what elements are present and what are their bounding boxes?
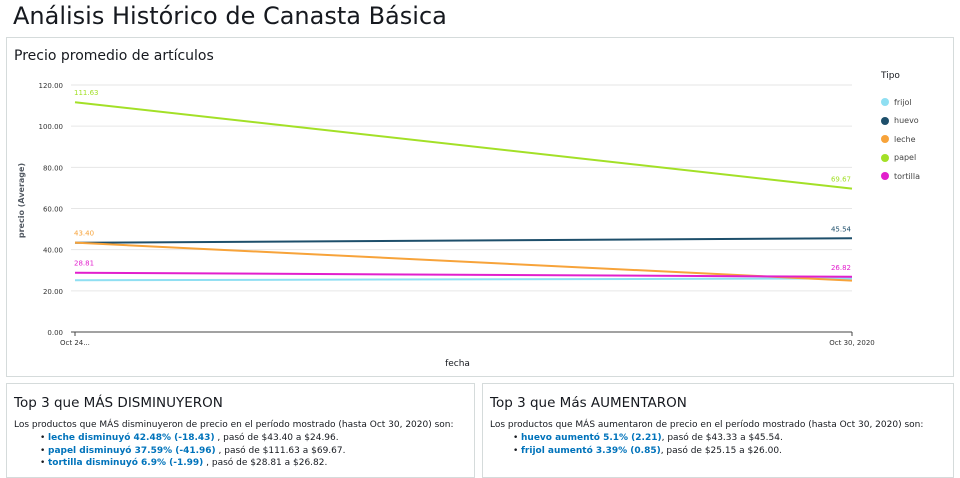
legend-dot-icon <box>881 172 889 181</box>
chart-legend: Tipo frijol huevo leche papel tortilla <box>881 71 920 186</box>
series-line-tortilla <box>74 271 853 278</box>
legend-item-leche[interactable]: leche <box>881 130 920 149</box>
legend-dot-icon <box>881 98 889 107</box>
increased-detail: , pasó de $25.15 a $26.00. <box>660 445 782 456</box>
decreased-list: • leche disminuyó 42.48% (-18.43) , pasó … <box>40 433 345 471</box>
data-label-papel: 111.63 <box>74 89 99 97</box>
data-label-huevo: 45.54 <box>831 225 852 233</box>
legend-label: tortilla <box>894 171 921 181</box>
series-line-frijol <box>74 277 853 282</box>
bullet-icon: • <box>40 458 46 468</box>
legend-label: huevo <box>894 116 919 126</box>
list-item: • tortilla disminuyó 6.9% (-1.99) , pasó … <box>40 458 345 471</box>
bullet-icon: • <box>40 445 46 456</box>
increased-detail: , pasó de $43.33 a $45.54. <box>661 433 783 443</box>
y-tick-label: 80.00 <box>43 164 63 172</box>
series-line-papel <box>74 101 853 190</box>
list-item: • papel disminuyó 37.59% (-41.96) , pasó … <box>40 446 345 459</box>
list-item: • huevo aumentó 5.1% (2.21), pasó de $43.… <box>513 433 783 446</box>
x-tick-label: Oct 24... <box>60 339 90 347</box>
chart-title: Precio promedio de artículos <box>14 48 214 64</box>
legend-label: papel <box>894 153 917 163</box>
y-tick-label: 40.00 <box>43 247 63 255</box>
y-tick-label: 60.00 <box>43 206 63 214</box>
list-item: • leche disminuyó 42.48% (-18.43) , pasó … <box>40 433 345 446</box>
y-tick-label: 100.00 <box>39 123 64 131</box>
line-chart[interactable]: 0.00 20.00 40.00 60.00 80.00 100.00 120.00 Oct … <box>7 38 953 376</box>
x-axis-label: fecha <box>445 359 470 369</box>
top-increased-visual: Top 3 que Más AUMENTARON Los productos q… <box>482 383 954 478</box>
decreased-highlight: papel disminuyó 37.59% (-41.96) <box>48 445 216 456</box>
decreased-title: Top 3 que MÁS DISMINUYERON <box>14 395 223 411</box>
decreased-highlight: leche disminuyó 42.48% (-18.43) <box>48 433 215 443</box>
y-tick-label: 20.00 <box>43 288 63 296</box>
series-line-huevo <box>74 237 853 244</box>
decreased-detail: , pasó de $28.81 a $26.82. <box>203 458 328 468</box>
series-line-leche <box>74 241 853 282</box>
y-tick-label: 120.00 <box>39 82 64 90</box>
legend-dot-icon <box>881 153 889 162</box>
increased-title: Top 3 que Más AUMENTARON <box>490 395 687 411</box>
y-axis-label: precio (Average) <box>17 163 26 238</box>
legend-item-huevo[interactable]: huevo <box>881 112 920 131</box>
data-label-tortilla: 26.82 <box>831 264 851 272</box>
legend-label: leche <box>894 134 916 144</box>
top-decreased-visual: Top 3 que MÁS DISMINUYERON Los productos… <box>6 383 475 478</box>
increased-list: • huevo aumentó 5.1% (2.21), pasó de $43.… <box>513 433 783 458</box>
legend-item-tortilla[interactable]: tortilla <box>881 167 920 186</box>
legend-dot-icon <box>881 116 889 125</box>
decreased-highlight: tortilla disminuyó 6.9% (-1.99) <box>48 458 204 468</box>
bullet-icon: • <box>513 445 519 456</box>
legend-item-frijol[interactable]: frijol <box>881 93 920 112</box>
decreased-detail: , pasó de $111.63 a $69.67. <box>215 445 346 456</box>
legend-title: Tipo <box>881 71 900 81</box>
y-tick-label: 0.00 <box>47 329 63 337</box>
list-item: • frijol aumentó 3.39% (0.85), pasó de $2… <box>513 446 783 459</box>
legend-dot-icon <box>881 135 889 144</box>
bullet-icon: • <box>40 433 46 443</box>
x-tick-label: Oct 30, 2020 <box>829 339 875 347</box>
data-label-leche: 43.40 <box>74 230 94 238</box>
legend-label: frijol <box>894 97 912 107</box>
increased-highlight: huevo aumentó 5.1% (2.21) <box>521 433 662 443</box>
decreased-detail: , pasó de $43.40 a $24.96. <box>214 433 339 443</box>
bullet-icon: • <box>513 433 519 443</box>
increased-intro: Los productos que MÁS aumentaron de prec… <box>490 420 924 430</box>
data-label-tortilla: 28.81 <box>74 260 94 268</box>
page-title: Análisis Histórico de Canasta Básica <box>13 2 447 30</box>
decreased-intro: Los productos que MÁS disminuyeron de pr… <box>14 420 454 430</box>
data-label-papel: 69.67 <box>831 176 851 184</box>
legend-item-papel[interactable]: papel <box>881 149 920 168</box>
line-chart-visual[interactable]: Precio promedio de artículos 0.00 20.00 40… <box>6 37 954 377</box>
increased-highlight: frijol aumentó 3.39% (0.85) <box>521 445 661 456</box>
